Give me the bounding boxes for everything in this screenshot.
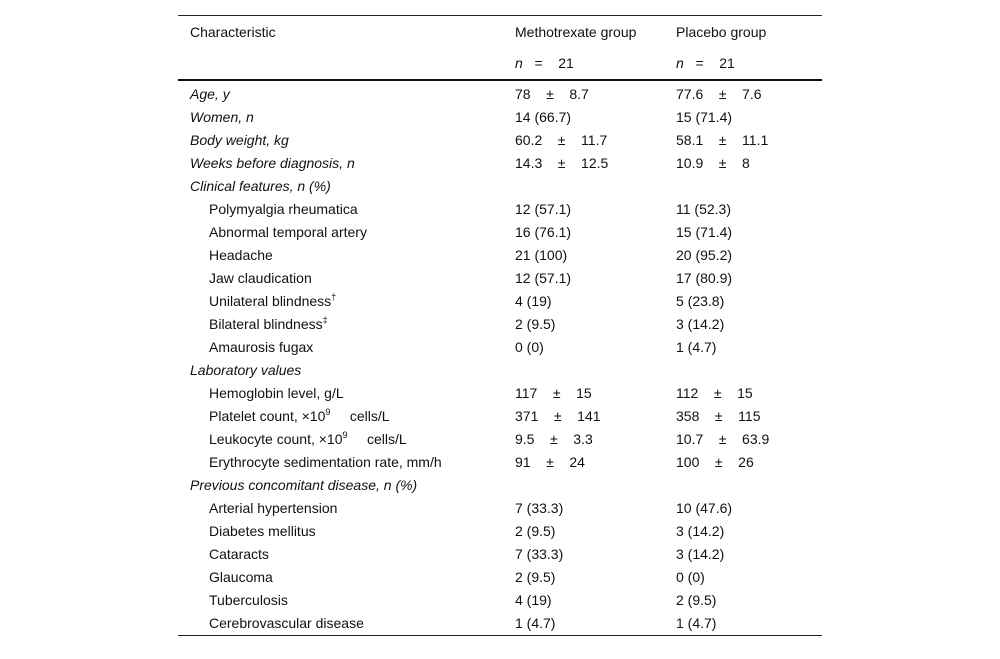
table-row: Arterial hypertension 7 (33.3) 10 (47.6)	[178, 497, 822, 520]
row-label: Polymyalgia rheumatica	[209, 201, 358, 217]
placebo-value: 77.6 ± 7.6	[676, 86, 762, 102]
table-row: Unilateral blindness† 4 (19) 5 (23.8)	[178, 290, 822, 313]
methotrexate-value: 21 (100)	[515, 247, 568, 263]
table-row: Cerebrovascular disease 1 (4.7) 1 (4.7)	[178, 612, 822, 635]
row-label: Leukocyte count, ×109 cells/L	[209, 430, 407, 448]
row-label: Unilateral blindness†	[209, 292, 337, 310]
table-row: Amaurosis fugax 0 (0) 1 (4.7)	[178, 336, 822, 359]
placebo-n: n = 21	[676, 55, 735, 71]
placebo-value: 11 (52.3)	[676, 201, 731, 217]
row-label: Bilateral blindness‡	[209, 315, 328, 333]
header-placebo: Placebo group	[676, 24, 767, 40]
methotrexate-value: 4 (19)	[515, 592, 552, 608]
methotrexate-value: 2 (9.5)	[515, 569, 556, 585]
row-label: Laboratory values	[190, 362, 302, 378]
placebo-value: 20 (95.2)	[676, 247, 733, 263]
row-label: Abnormal temporal artery	[209, 224, 367, 240]
methotrexate-n: n = 21	[515, 55, 574, 71]
placebo-value: 3 (14.2)	[676, 523, 725, 539]
table-row: Diabetes mellitus 2 (9.5) 3 (14.2)	[178, 520, 822, 543]
table-row: Cataracts 7 (33.3) 3 (14.2)	[178, 543, 822, 566]
row-label: Amaurosis fugax	[209, 339, 314, 355]
row-label: Erythrocyte sedimentation rate, mm/h	[209, 454, 442, 470]
row-label: Platelet count, ×109 cells/L	[209, 407, 390, 425]
placebo-value: 1 (4.7)	[676, 339, 717, 355]
methotrexate-value: 7 (33.3)	[515, 546, 564, 562]
row-label: Hemoglobin level, g/L	[209, 385, 344, 401]
methotrexate-value: 14.3 ± 12.5	[515, 155, 609, 171]
placebo-value: 10 (47.6)	[676, 500, 733, 516]
table-row: Laboratory values	[178, 359, 822, 382]
table-row: Leukocyte count, ×109 cells/L 9.5 ± 3.3 10…	[178, 428, 822, 451]
methotrexate-value: 12 (57.1)	[515, 270, 572, 286]
row-label: Clinical features, n (%)	[190, 178, 331, 194]
header-characteristic: Characteristic	[190, 24, 276, 40]
methotrexate-value: 12 (57.1)	[515, 201, 572, 217]
placebo-value: 10.7 ± 63.9	[676, 431, 770, 447]
row-label: Body weight, kg	[190, 132, 289, 148]
header-methotrexate: Methotrexate group	[515, 24, 637, 40]
row-label: Headache	[209, 247, 273, 263]
table-row: Hemoglobin level, g/L 117 ± 15 112 ± 15	[178, 382, 822, 405]
methotrexate-value: 14 (66.7)	[515, 109, 572, 125]
placebo-value: 100 ± 26	[676, 454, 754, 470]
table-row: Tuberculosis 4 (19) 2 (9.5)	[178, 589, 822, 612]
methotrexate-value: 60.2 ± 11.7	[515, 132, 608, 148]
table-row: Age, y 78 ± 8.7 77.6 ± 7.6	[178, 83, 822, 106]
placebo-value: 3 (14.2)	[676, 316, 725, 332]
table-row: Bilateral blindness‡ 2 (9.5) 3 (14.2)	[178, 313, 822, 336]
table-row: Erythrocyte sedimentation rate, mm/h 91 ±…	[178, 451, 822, 474]
placebo-value: 1 (4.7)	[676, 615, 717, 631]
row-label: Glaucoma	[209, 569, 273, 585]
table-row: Headache 21 (100) 20 (95.2)	[178, 244, 822, 267]
sample-size-row: n = 21 n = 21	[178, 48, 822, 81]
row-label: Diabetes mellitus	[209, 523, 316, 539]
row-label: Cataracts	[209, 546, 269, 562]
table-row: Abnormal temporal artery 16 (76.1) 15 (71.…	[178, 221, 822, 244]
table-body: Age, y 78 ± 8.7 77.6 ± 7.6 Women, n 14 (66.7…	[178, 83, 822, 635]
methotrexate-value: 7 (33.3)	[515, 500, 564, 516]
row-label: Tuberculosis	[209, 592, 288, 608]
row-label: Arterial hypertension	[209, 500, 338, 516]
placebo-value: 0 (0)	[676, 569, 705, 585]
row-label: Previous concomitant disease, n (%)	[190, 477, 418, 493]
characteristics-table: Characteristic Methotrexate group Placeb…	[178, 15, 822, 636]
table-row: Weeks before diagnosis, n 14.3 ± 12.5 10.9…	[178, 152, 822, 175]
methotrexate-value: 78 ± 8.7	[515, 86, 589, 102]
methotrexate-value: 4 (19)	[515, 293, 552, 309]
placebo-value: 112 ± 15	[676, 385, 753, 401]
table-row: Glaucoma 2 (9.5) 0 (0)	[178, 566, 822, 589]
row-label: Women, n	[190, 109, 254, 125]
table-row: Previous concomitant disease, n (%)	[178, 474, 822, 497]
row-label: Jaw claudication	[209, 270, 312, 286]
placebo-value: 358 ± 115	[676, 408, 761, 424]
placebo-value: 58.1 ± 11.1	[676, 132, 769, 148]
row-label: Weeks before diagnosis, n	[190, 155, 355, 171]
methotrexate-value: 0 (0)	[515, 339, 544, 355]
placebo-value: 5 (23.8)	[676, 293, 725, 309]
table-row: Women, n 14 (66.7) 15 (71.4)	[178, 106, 822, 129]
methotrexate-value: 371 ± 141	[515, 408, 601, 424]
methotrexate-value: 1 (4.7)	[515, 615, 556, 631]
methotrexate-value: 16 (76.1)	[515, 224, 572, 240]
placebo-value: 2 (9.5)	[676, 592, 717, 608]
placebo-value: 15 (71.4)	[676, 224, 733, 240]
table-row: Body weight, kg 60.2 ± 11.7 58.1 ± 11.1	[178, 129, 822, 152]
table-row: Clinical features, n (%)	[178, 175, 822, 198]
methotrexate-value: 91 ± 24	[515, 454, 585, 470]
table-row: Polymyalgia rheumatica 12 (57.1) 11 (52.3)	[178, 198, 822, 221]
header-row: Characteristic Methotrexate group Placeb…	[178, 16, 822, 48]
placebo-value: 17 (80.9)	[676, 270, 733, 286]
table-row: Jaw claudication 12 (57.1) 17 (80.9)	[178, 267, 822, 290]
table-row: Platelet count, ×109 cells/L 371 ± 141 358…	[178, 405, 822, 428]
methotrexate-value: 2 (9.5)	[515, 316, 556, 332]
methotrexate-value: 9.5 ± 3.3	[515, 431, 593, 447]
placebo-value: 10.9 ± 8	[676, 155, 750, 171]
placebo-value: 15 (71.4)	[676, 109, 733, 125]
methotrexate-value: 117 ± 15	[515, 385, 592, 401]
row-label: Cerebrovascular disease	[209, 615, 364, 631]
methotrexate-value: 2 (9.5)	[515, 523, 556, 539]
row-label: Age, y	[190, 86, 230, 102]
placebo-value: 3 (14.2)	[676, 546, 725, 562]
